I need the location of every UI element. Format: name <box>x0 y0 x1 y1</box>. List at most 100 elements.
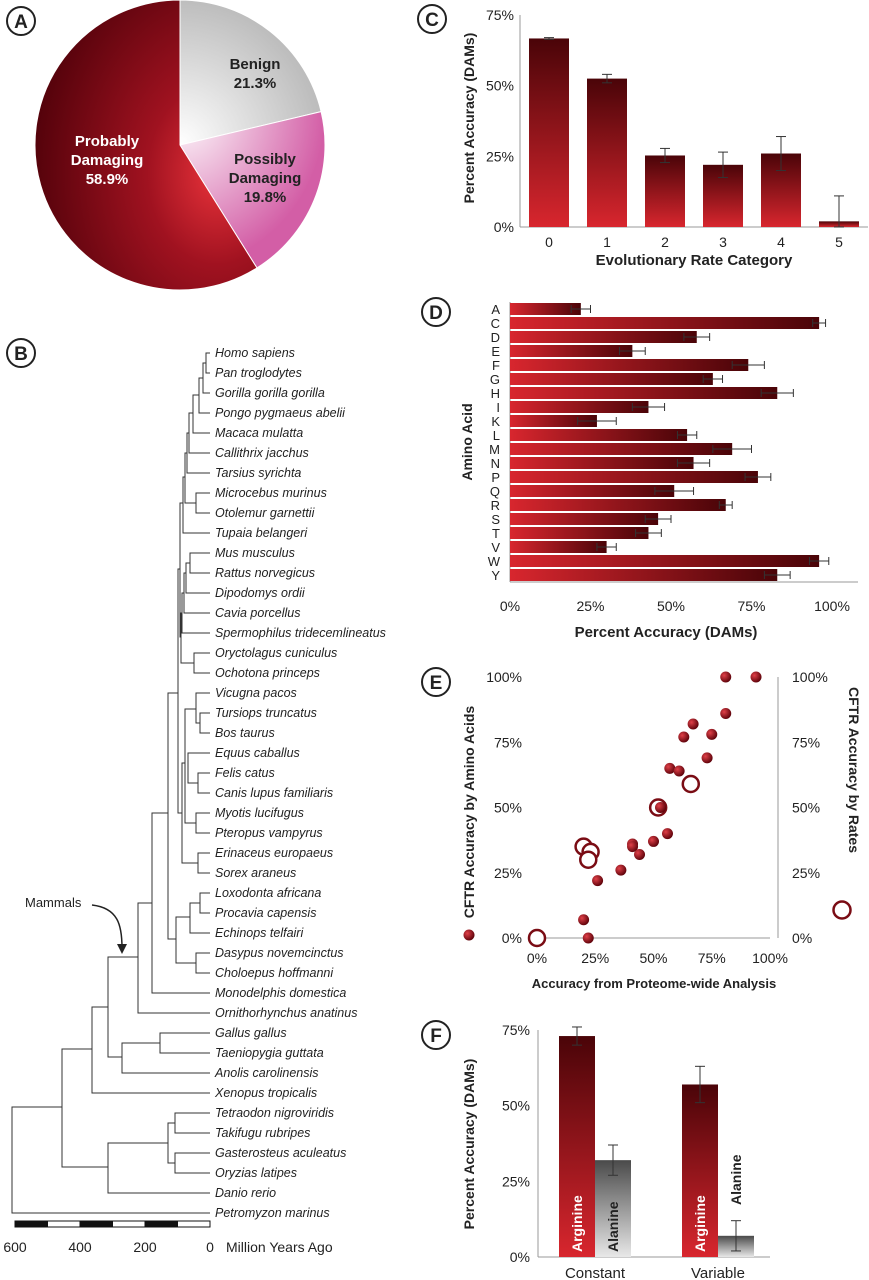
c-xtick-3: 3 <box>719 234 727 250</box>
d-bar-S <box>510 513 659 525</box>
d-bar-F <box>510 359 749 371</box>
c-xtick-0: 0 <box>545 234 553 250</box>
pie-label-2-0: Probably <box>75 133 140 150</box>
e-point-aminoacids-16 <box>720 708 732 720</box>
species-label-41: Oryzias latipes <box>215 1166 297 1180</box>
d-ytick-S: S <box>491 512 500 527</box>
d-ytick-K: K <box>491 414 500 429</box>
e-point-aminoacids-9 <box>661 828 673 840</box>
c-xlabel: Evolutionary Rate Category <box>596 252 793 269</box>
f-ytick-1: 25% <box>502 1173 530 1189</box>
tree-branch-33 <box>121 1042 210 1074</box>
f-ytick-2: 50% <box>502 1098 530 1114</box>
pie-label-0-1: 21.3% <box>234 75 277 92</box>
species-label-17: Vicugna pacos <box>215 686 297 700</box>
e-point-aminoacids-18 <box>750 671 762 683</box>
species-label-5: Callithrix jacchus <box>215 446 309 460</box>
c-bar-1 <box>587 78 627 227</box>
e-point-aminoacids-8 <box>654 802 666 813</box>
e-point-aminoacids-7 <box>648 835 659 847</box>
d-bar-T <box>510 527 649 539</box>
panel-label-circle-D <box>421 297 451 327</box>
species-label-37: Xenopus tropicalis <box>214 1086 317 1100</box>
f-barlabel-constant-arginine: Arginine <box>569 1195 585 1252</box>
tree-branch-8 <box>182 476 210 534</box>
d-bar-H <box>510 387 778 399</box>
panel-label-circle-E <box>421 667 451 697</box>
species-label-24: Pteropus vampyrus <box>215 826 323 840</box>
e-point-aminoacids-6 <box>634 848 646 860</box>
e-xtick-3: 75% <box>698 950 726 966</box>
d-ytick-D: D <box>491 330 500 345</box>
tree-branch-0 <box>205 352 210 374</box>
species-label-2: Gorilla gorilla gorilla <box>215 386 325 400</box>
d-ytick-H: H <box>491 386 500 401</box>
species-label-13: Cavia porcellus <box>215 606 300 620</box>
d-ytick-E: E <box>491 344 500 359</box>
tree-branch-31 <box>137 902 210 1014</box>
c-xtick-1: 1 <box>603 234 611 250</box>
panel-label-A: A <box>14 12 28 33</box>
scale-tick-0: 600 <box>3 1239 27 1255</box>
mammals-label: Mammals <box>25 895 82 910</box>
d-bar-N <box>510 457 694 469</box>
d-ylabel: Amino Acid <box>459 403 475 480</box>
e-ytick-right-3: 75% <box>792 734 820 750</box>
d-ytick-Y: Y <box>491 568 500 583</box>
species-label-40: Gasterosteus aculeatus <box>215 1146 346 1160</box>
species-label-12: Dipodomys ordii <box>215 586 306 600</box>
d-bar-D <box>510 331 697 343</box>
e-ytick-left-3: 75% <box>494 734 522 750</box>
tree-branch-21 <box>184 708 196 824</box>
tree-branch-34 <box>107 956 138 1058</box>
species-label-31: Choloepus hoffmanni <box>215 966 334 980</box>
f-barlabel-variable-alanine: Alanine <box>728 1154 744 1205</box>
f-ytick-3: 75% <box>502 1022 530 1038</box>
d-ytick-P: P <box>491 470 500 485</box>
tree-branch-32 <box>159 1032 210 1054</box>
mammals-arrow <box>91 904 123 949</box>
e-point-aminoacids-3 <box>615 864 627 876</box>
d-bar-C <box>510 317 820 329</box>
species-label-1: Pan troglodytes <box>215 366 302 380</box>
species-label-15: Oryctolagus cuniculus <box>215 646 337 660</box>
e-xlabel: Accuracy from Proteome-wide Analysis <box>532 976 776 991</box>
d-bar-E <box>510 345 633 357</box>
f-barlabel-constant-alanine: Alanine <box>605 1201 621 1252</box>
species-label-36: Anolis carolinensis <box>214 1066 319 1080</box>
panel-label-B: B <box>14 344 28 365</box>
panel-label-circle-A <box>6 6 36 36</box>
scale-segment-0 <box>14 1220 48 1228</box>
tree-branch-28 <box>175 916 196 964</box>
tree-branch-3 <box>192 394 210 434</box>
d-ytick-M: M <box>489 442 500 457</box>
d-ytick-N: N <box>491 456 500 471</box>
tree-branch-40 <box>61 1048 108 1168</box>
species-label-25: Erinaceus europaeus <box>215 846 333 860</box>
e-point-aminoacids-1 <box>582 932 594 944</box>
d-ytick-I: I <box>496 400 500 415</box>
panel-label-C: C <box>425 10 439 31</box>
e-ylabel-left: CFTR Accuracy by Amino Acids <box>461 706 477 919</box>
e-point-aminoacids-13 <box>687 718 699 730</box>
c-ytick-2: 50% <box>486 78 514 94</box>
e-point-aminoacids-0 <box>578 914 590 926</box>
c-bar-0 <box>529 38 569 227</box>
e-ytick-right-1: 25% <box>792 865 820 881</box>
e-legend-filled-marker <box>463 929 475 941</box>
species-label-38: Tetraodon nigroviridis <box>215 1106 334 1120</box>
tree-branch-6 <box>195 492 210 514</box>
panel-label-D: D <box>429 303 443 324</box>
d-bar-A <box>510 303 581 315</box>
tree-branch-14 <box>180 612 194 664</box>
pie-label-1-0: Possibly <box>234 151 296 168</box>
tree-branch-18 <box>197 772 210 794</box>
species-label-21: Felis catus <box>215 766 275 780</box>
d-ytick-A: A <box>491 302 500 317</box>
f-xtick-1: Variable <box>691 1265 745 1280</box>
e-point-rates-3 <box>579 850 598 869</box>
species-label-9: Tupaia belangeri <box>215 526 308 540</box>
c-bar-2 <box>645 155 685 227</box>
panel-label-circle-B <box>6 338 36 368</box>
species-label-32: Monodelphis domestica <box>215 986 346 1000</box>
